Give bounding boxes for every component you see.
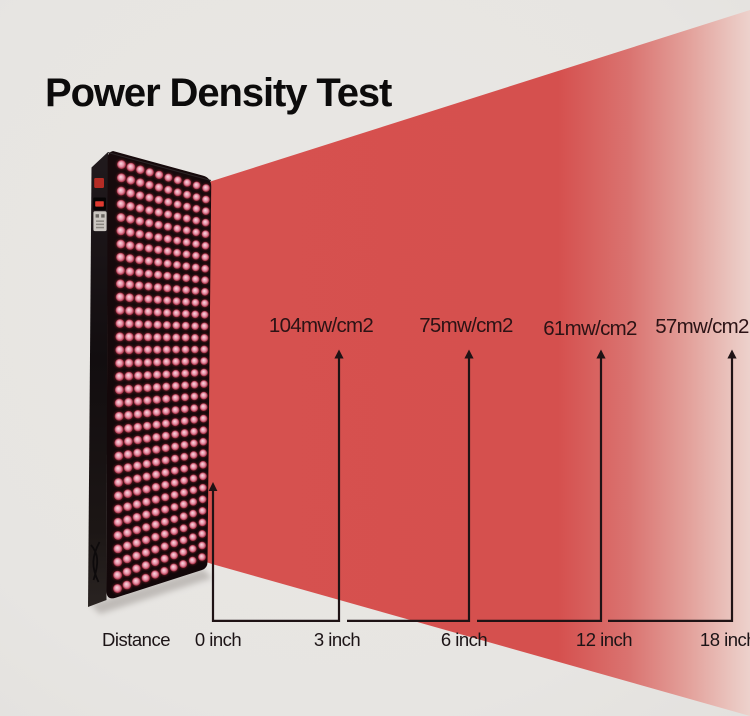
- svg-text:12 inch: 12 inch: [576, 629, 632, 650]
- svg-text:104mw/cm2: 104mw/cm2: [269, 314, 374, 337]
- svg-text:61mw/cm2: 61mw/cm2: [543, 317, 637, 340]
- svg-text:3 inch: 3 inch: [314, 629, 361, 650]
- svg-text:75mw/cm2: 75mw/cm2: [419, 314, 513, 337]
- svg-text:6 inch: 6 inch: [441, 629, 488, 650]
- svg-text:Distance: Distance: [102, 629, 170, 650]
- svg-text:57mw/cm2: 57mw/cm2: [655, 315, 749, 338]
- svg-text:Power Density Test: Power Density Test: [45, 71, 392, 115]
- svg-text:18 inch: 18 inch: [700, 629, 750, 650]
- svg-text:0 inch: 0 inch: [195, 629, 242, 650]
